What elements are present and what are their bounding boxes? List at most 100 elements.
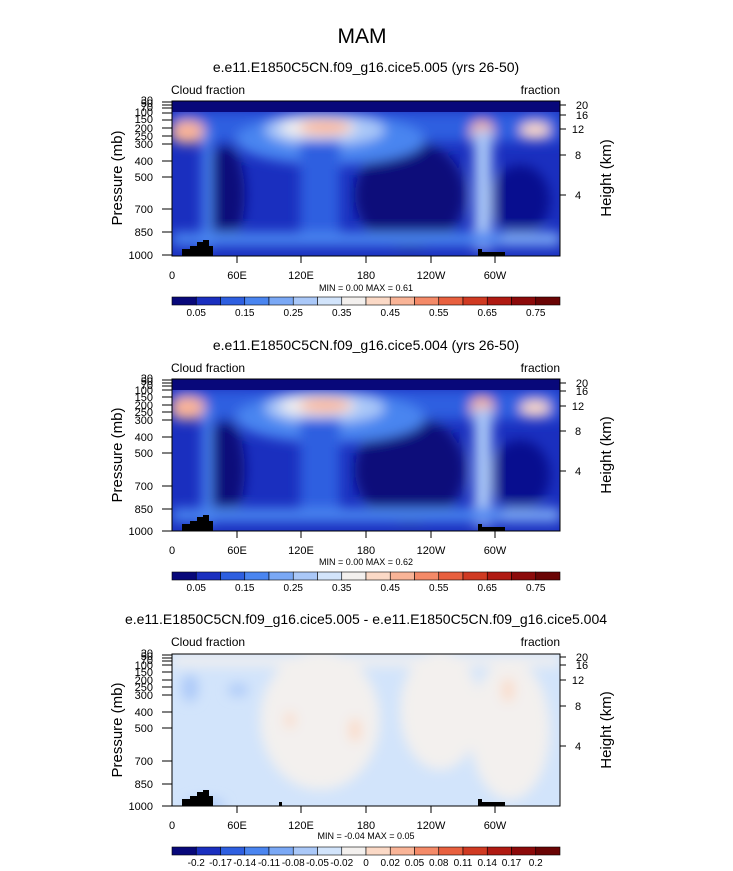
y-axis-label-right: Height (km)	[598, 139, 615, 217]
colorbar-swatch	[486, 296, 512, 306]
y-tick-label: 200	[135, 675, 153, 687]
colorbar-label: 0.65	[478, 583, 498, 594]
colorbar-swatch	[535, 571, 561, 581]
x-tick-label: 60W	[484, 545, 507, 557]
height-tick-label: 4	[575, 190, 581, 202]
colorbar-swatch	[511, 296, 537, 306]
x-tick-label: 120E	[288, 820, 314, 832]
y-ticks-left: 1000 850 700 500 400 300 250 200 150 100…	[129, 95, 153, 262]
x-tick-marks	[236, 531, 496, 538]
colorbar-swatch	[220, 296, 246, 306]
height-tick-label: 20	[576, 100, 588, 112]
y-tick-label: 850	[135, 227, 153, 239]
y-ticks-right: 4 8 12 16 20	[572, 652, 588, 753]
y-tick-label: 30	[141, 373, 153, 385]
colorbar-label: 0.55	[429, 308, 449, 319]
y-axis-label-right: Height (km)	[598, 416, 615, 494]
height-tick-label: 8	[575, 426, 581, 438]
colorbar-swatch	[438, 571, 464, 581]
colorbar-label: 0.08	[429, 858, 449, 869]
y-tick-marks-right	[560, 104, 566, 196]
y-tick-label: 50	[141, 98, 153, 110]
colorbar-label: 0	[363, 858, 369, 869]
colorbar-swatch	[414, 296, 440, 306]
height-tick-label: 8	[575, 701, 581, 713]
contour-field	[172, 101, 560, 256]
x-tick-label: 60E	[227, 820, 247, 832]
height-tick-label: 16	[576, 386, 588, 398]
colorbar-swatch	[171, 296, 197, 306]
colorbar-swatch	[511, 571, 537, 581]
y-tick-marks-right	[560, 382, 566, 472]
x-tick-label: 180	[357, 820, 375, 832]
y-tick-label: 300	[135, 139, 153, 151]
y-tick-label: 300	[135, 690, 153, 702]
colorbar: 0.05 0.15 0.25 0.35 0.45 0.55 0.65 0.75	[171, 296, 561, 319]
x-ticks: 0 60E 120E 180 120W 60W	[169, 270, 507, 282]
colorbar-swatch	[438, 846, 464, 856]
colorbar-swatch	[365, 571, 391, 581]
y-tick-label: 700	[135, 756, 153, 768]
x-tick-label: 120E	[288, 545, 314, 557]
y-tick-label: 500	[135, 448, 153, 460]
x-tick-marks	[236, 806, 496, 813]
colorbar-label: 0.15	[235, 308, 255, 319]
y-ticks-left: 1000 850 700 500 400 300 250 200 150 100…	[129, 648, 153, 813]
x-tick-label: 120W	[417, 820, 446, 832]
height-tick-label: 12	[572, 124, 584, 136]
y-tick-label: 400	[135, 432, 153, 444]
colorbar-swatch	[292, 846, 318, 856]
colorbar-swatch	[389, 846, 415, 856]
y-tick-marks-left	[162, 654, 172, 807]
y-tick-label: 50	[141, 376, 153, 388]
colorbar-label: 0.45	[381, 583, 401, 594]
height-tick-label: 16	[576, 660, 588, 672]
x-ticks: 0 60E 120E 180 120W 60W	[169, 545, 507, 557]
colorbar-label: 0.05	[187, 583, 207, 594]
height-tick-label: 20	[576, 652, 588, 664]
colorbar-swatch	[195, 296, 221, 306]
y-tick-label: 150	[135, 392, 153, 404]
min-max-label: MIN = -0.04 MAX = 0.05	[317, 831, 414, 841]
colorbar-swatch	[535, 846, 561, 856]
colorbar-swatch	[365, 296, 391, 306]
colorbar-label: -0.02	[330, 858, 353, 869]
colorbar-swatch	[462, 571, 488, 581]
y-ticks-right: 4 8 12 16 20	[572, 100, 588, 202]
height-tick-label: 4	[575, 466, 581, 478]
colorbar-label: 0.45	[381, 308, 401, 319]
colorbar-label: 0.35	[332, 308, 352, 319]
y-tick-label: 400	[135, 156, 153, 168]
y-tick-label: 1000	[129, 250, 153, 262]
colorbar-label: -0.2	[188, 858, 206, 869]
colorbar-swatch	[292, 296, 318, 306]
colorbar-swatch	[195, 571, 221, 581]
contour-field	[172, 654, 560, 806]
colorbar-swatch	[389, 571, 415, 581]
x-tick-label: 60W	[484, 270, 507, 282]
colorbar-label: 0.15	[235, 583, 255, 594]
colorbar-swatch	[268, 571, 294, 581]
left-label: Cloud fraction	[171, 83, 245, 97]
y-tick-label: 100	[135, 107, 153, 119]
colorbar: 0.05 0.15 0.25 0.35 0.45 0.55 0.65 0.75	[171, 571, 561, 594]
y-tick-marks-right	[560, 656, 566, 747]
colorbar-swatch	[195, 846, 221, 856]
colorbar-swatch	[341, 846, 367, 856]
left-label: Cloud fraction	[171, 361, 245, 375]
min-max-label: MIN = 0.00 MAX = 0.61	[319, 283, 413, 293]
colorbar-label: -0.17	[209, 858, 232, 869]
colorbar-swatch	[414, 571, 440, 581]
height-tick-label: 12	[572, 401, 584, 413]
height-tick-label: 16	[576, 110, 588, 122]
y-tick-label: 300	[135, 415, 153, 427]
colorbar-swatch	[220, 846, 246, 856]
y-ticks-right: 4 8 12 16 20	[572, 378, 588, 478]
colorbar-swatch	[486, 571, 512, 581]
colorbar-swatch	[268, 846, 294, 856]
y-axis-label: Pressure (mb)	[109, 682, 126, 777]
x-tick-label: 180	[357, 270, 375, 282]
y-tick-label: 30	[141, 95, 153, 107]
colorbar-swatch	[171, 846, 197, 856]
min-max-label: MIN = 0.00 MAX = 0.62	[319, 557, 413, 567]
